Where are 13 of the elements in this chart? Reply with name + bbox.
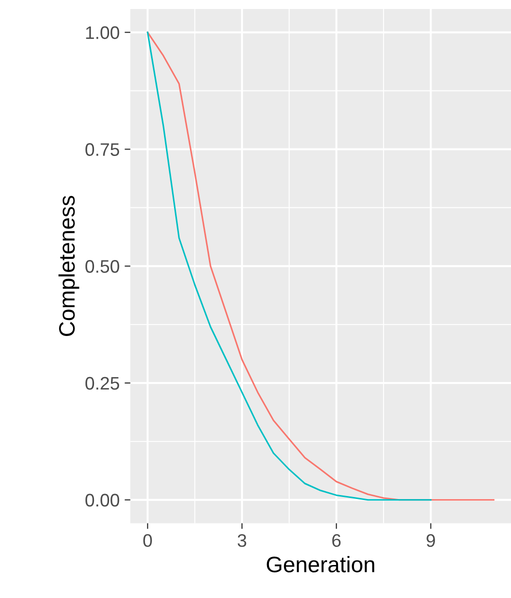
x-tick-label: 0	[143, 534, 152, 547]
x-tick-label: 9	[426, 534, 435, 547]
y-tick-label: 0.75	[85, 143, 120, 156]
y-tick-label: 0.25	[85, 376, 120, 390]
y-tick-label: 0.00	[85, 494, 120, 507]
line-series	[146, 32, 494, 501]
x-axis-title: Generation	[266, 556, 374, 572]
x-tick-label: 6	[332, 534, 341, 547]
y-tick-label: 0.50	[85, 260, 120, 273]
y-axis-title: Completeness	[58, 196, 80, 336]
y-tick-label: 1.00	[86, 26, 120, 40]
x-tick-label: 3	[238, 534, 246, 547]
line-series	[146, 32, 432, 501]
